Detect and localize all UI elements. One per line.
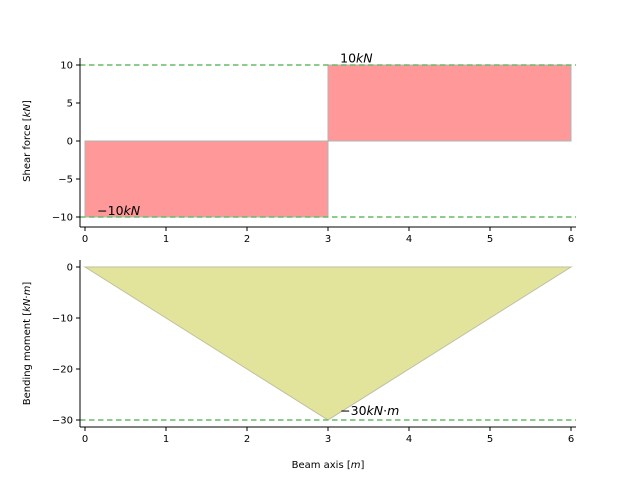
plot2-x-axis-label: Beam axis [m] (292, 460, 365, 471)
plot2-x-tick-label: 0 (82, 434, 88, 445)
plot2-y-tick-label: −10 (52, 314, 73, 325)
plot1-x-tick-label: 4 (406, 234, 412, 245)
plot1-y-axis-label: Shear force [kN] (22, 100, 33, 182)
plot1-value-annotation: 10kN (340, 51, 373, 66)
plot2-y-axis-label: Bending moment [kN·m] (22, 282, 33, 406)
plot2-y-tick-label: −20 (52, 365, 73, 376)
plot2-x-tick-label: 6 (568, 434, 574, 445)
plot2-x-tick-label: 1 (163, 434, 169, 445)
plot1-x-tick-label: 6 (568, 234, 574, 245)
plot2-y-tick-label: −30 (52, 416, 73, 427)
plot2-x-tick-label: 3 (325, 434, 331, 445)
plot2-y-tick-label: 0 (67, 263, 73, 274)
plot1-value-annotation: −10kN (97, 203, 141, 218)
plot1-y-tick-label: −5 (58, 175, 73, 186)
plot2-x-tick-label: 2 (244, 434, 250, 445)
plot1-area-fill (84, 64, 572, 218)
plot1-y-tick-label: 0 (67, 137, 73, 148)
plot1-y-tick-label: −10 (52, 213, 73, 224)
plot1-x-tick-label: 2 (244, 234, 250, 245)
plot1-y-tick-label: 10 (60, 61, 73, 72)
plot2-x-tick-label: 4 (406, 434, 412, 445)
plot1-x-tick-label: 0 (82, 234, 88, 245)
plot2-value-annotation: −30kN·m (340, 403, 399, 418)
plot1-x-tick-label: 3 (325, 234, 331, 245)
plot2-x-tick-label: 5 (487, 434, 493, 445)
plot1-x-tick-label: 5 (487, 234, 493, 245)
plot1-y-tick-label: 5 (67, 99, 73, 110)
plot2-area-fill (83, 266, 573, 421)
plot1-x-tick-label: 1 (163, 234, 169, 245)
